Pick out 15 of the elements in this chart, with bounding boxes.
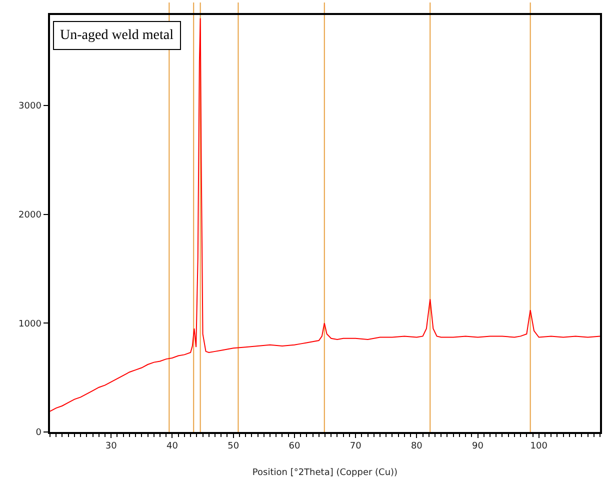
x-tick-label: 100 bbox=[530, 442, 548, 452]
line-series bbox=[50, 18, 600, 412]
annotation: Un-aged weld metal bbox=[60, 28, 174, 43]
y-tick-label: 2000 bbox=[18, 210, 42, 220]
y-tick-label: 1000 bbox=[18, 319, 42, 330]
x-tick-label: 50 bbox=[228, 442, 240, 452]
x-tick-label: 40 bbox=[166, 442, 178, 452]
y-tick-label: 3000 bbox=[18, 102, 42, 112]
x-tick-label: 30 bbox=[105, 442, 118, 452]
x-tick-label: 60 bbox=[288, 442, 300, 452]
x-tick-label: 80 bbox=[410, 442, 423, 452]
x-axis-title: Position [°2Theta] (Copper (Cu)) bbox=[252, 468, 398, 478]
x-tick-label: 90 bbox=[472, 442, 484, 452]
x-tick-label: 70 bbox=[350, 442, 362, 452]
y-tick-label: 0 bbox=[36, 428, 42, 438]
